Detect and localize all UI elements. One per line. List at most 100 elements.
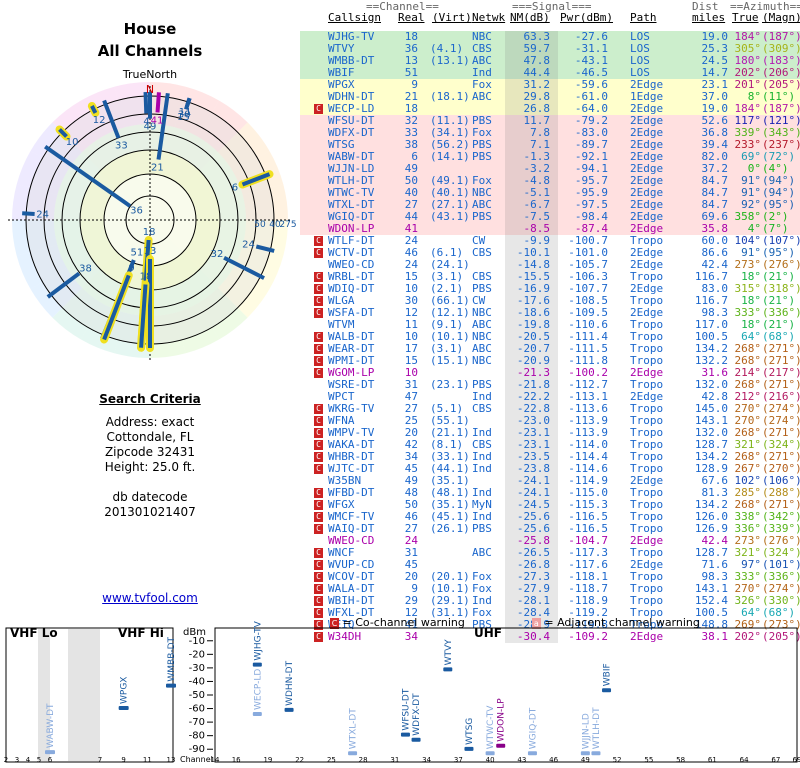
- real-channel-cell: 11: [404, 318, 418, 331]
- azimuth-true-cell: 270°: [734, 414, 762, 427]
- real-channel-cell: 49: [404, 474, 418, 487]
- azimuth-magnetic-cell: (187°): [762, 102, 800, 115]
- cochannel-warning-icon: C: [314, 236, 323, 246]
- virtual-channel-cell: (15.1): [430, 354, 470, 367]
- virtual-channel-cell: (29.1): [430, 594, 470, 607]
- network-cell: CW: [472, 294, 486, 307]
- distance-cell: 81.3: [701, 486, 729, 499]
- x-tick-label: 9: [121, 756, 125, 764]
- network-cell: ABC: [472, 198, 492, 211]
- callsign-cell: WTLH-DT: [328, 174, 375, 187]
- azimuth-magnetic-cell: (101°): [762, 558, 800, 571]
- nm-column-shade: [505, 379, 558, 391]
- signal-mark-label: WGIQ-DT: [528, 707, 538, 749]
- azimuth-true-cell: 270°: [734, 582, 762, 595]
- distance-cell: 36.8: [701, 126, 729, 139]
- real-channel-cell: 36: [404, 42, 418, 55]
- azimuth-true-cell: 91°: [741, 246, 761, 259]
- callsign-cell: WPMI-DT: [328, 354, 375, 367]
- distance-cell: 143.1: [694, 414, 728, 427]
- callsign-cell: WTVM: [328, 318, 355, 331]
- x-tick-label: 67: [771, 756, 780, 764]
- col-callsign: Callsign: [328, 11, 381, 24]
- callsign-cell: WEAR-DT: [328, 342, 375, 355]
- real-channel-cell: 50: [404, 174, 418, 187]
- azimuth-true-cell: 18°: [741, 318, 761, 331]
- nm-column-shade: [505, 583, 558, 595]
- azimuth-true-cell: 64°: [741, 330, 761, 343]
- col-virt: (Virt): [432, 11, 472, 24]
- nm-column-shade: [505, 271, 558, 283]
- nm-db-cell: 63.3: [523, 30, 551, 43]
- virtual-channel-cell: (31.1): [430, 606, 470, 619]
- nm-db-cell: 26.8: [523, 102, 551, 115]
- azimuth-true-cell: 97°: [741, 558, 761, 571]
- azimuth-magnetic-cell: (288°): [762, 486, 800, 499]
- real-channel-cell: 30: [404, 294, 418, 307]
- real-channel-cell: 45: [404, 558, 418, 571]
- real-channel-cell: 24: [404, 534, 418, 547]
- station-spoke: [143, 92, 149, 114]
- spoke-channel-label: 18: [140, 272, 153, 283]
- path-cell: 2Edge: [630, 222, 664, 235]
- azimuth-true-cell: 338°: [734, 510, 762, 523]
- virtual-channel-cell: (35.1): [430, 498, 470, 511]
- path-cell: Tropo: [630, 294, 664, 307]
- nm-column-shade: [505, 343, 558, 355]
- nm-db-cell: -30.4: [516, 630, 550, 643]
- nm-column-shade: [505, 595, 558, 607]
- table-row: C WMPV-TV 20 (21.1) Ind -23.1 -113.9 Tropo 132.0…: [300, 427, 800, 439]
- path-cell: Tropo: [630, 594, 664, 607]
- virtual-channel-cell: (33.1): [430, 450, 470, 463]
- path-cell: 2Edge: [630, 138, 664, 151]
- real-channel-cell: 27: [404, 198, 418, 211]
- callsign-cell: WABW-DT: [328, 150, 375, 163]
- power-dbm-cell: -118.7: [568, 582, 608, 595]
- table-row: WTXL-DT 27 (27.1) ABC -6.7 -97.5 2Edge 84.7 92°(…: [300, 199, 800, 211]
- nm-column-shade: [505, 319, 558, 331]
- website-link[interactable]: www.tvfool.com: [102, 591, 198, 605]
- nm-column-shade: [505, 367, 558, 379]
- x-tick-label: 49: [581, 756, 590, 764]
- cochannel-warning-icon: C: [314, 632, 323, 642]
- nm-column-shade: [505, 331, 558, 343]
- power-dbm-cell: -95.7: [574, 174, 608, 187]
- nm-db-cell: -22.8: [516, 402, 550, 415]
- power-dbm-cell: -118.9: [568, 594, 608, 607]
- table-row: WTSG 38 (56.2) PBS 7.1 -89.7 2Edge 39.4 233° (237…: [300, 139, 800, 151]
- real-channel-cell: 49: [404, 162, 418, 175]
- virtual-channel-cell: (20.1): [430, 570, 470, 583]
- network-cell: Ind: [472, 486, 492, 499]
- network-cell: Ind: [472, 594, 492, 607]
- vhf-lo-gap-shade: [38, 629, 50, 761]
- power-dbm-cell: -114.9: [568, 474, 608, 487]
- distance-cell: 83.0: [701, 282, 729, 295]
- path-cell: 2Edge: [630, 282, 664, 295]
- network-cell: PBS: [472, 210, 492, 223]
- azimuth-true-cell: 336°: [734, 522, 762, 535]
- real-channel-cell: 10: [404, 282, 418, 295]
- path-cell: Tropo: [630, 354, 664, 367]
- table-row: C WRBL-DT 15 (3.1) CBS -15.5 -106.3 Tropo 116.7 1…: [300, 271, 800, 283]
- table-row: WTVM 11 (9.1) ABC -19.8 -110.6 Tropo 117.0 18° (2…: [300, 319, 800, 331]
- network-cell: Ind: [472, 510, 492, 523]
- table-row: C WNCF 31 ABC -26.5 -117.3 Tropo 128.7 321° (324°…: [300, 547, 800, 559]
- cochannel-warning-icon: C: [330, 617, 339, 629]
- azimuth-true-cell: 91°: [741, 186, 761, 199]
- real-channel-cell: 31: [404, 546, 418, 559]
- path-cell: Tropo: [630, 606, 664, 619]
- azimuth-true-cell: 315°: [734, 282, 762, 295]
- table-row: WBIF 51 Ind 44.4 -46.5 LOS 14.7 202° (206°): [300, 67, 800, 79]
- virtual-channel-cell: (55.1): [430, 414, 470, 427]
- x-tick-label: 69: [793, 756, 800, 764]
- path-cell: Tropo: [630, 270, 664, 283]
- table-row: WJHG-TV 18 NBC 63.3 -27.6 LOS 19.0 184° (187°): [300, 31, 800, 43]
- north-marker: N: [146, 83, 154, 96]
- nm-db-cell: -14.8: [516, 258, 550, 271]
- distance-label-40: 40: [269, 220, 281, 230]
- real-channel-cell: 51: [404, 66, 418, 79]
- distance-cell: 152.4: [694, 594, 728, 607]
- x-tick-label: 7: [98, 756, 102, 764]
- real-channel-cell: 10: [404, 330, 418, 343]
- azimuth-true-cell: 184°: [734, 102, 762, 115]
